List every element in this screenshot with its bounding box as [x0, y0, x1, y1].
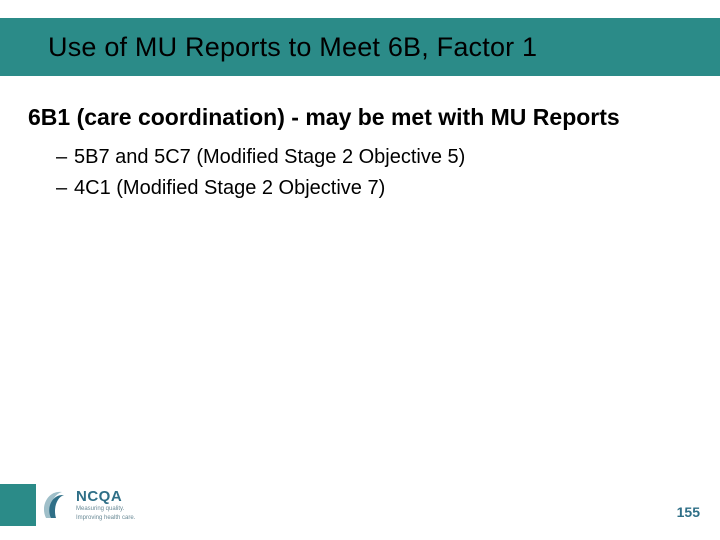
logo-tagline-2: Improving health care. — [76, 515, 135, 522]
bullet-text: 4C1 (Modified Stage 2 Objective 7) — [74, 175, 385, 202]
dash-icon: – — [56, 175, 74, 202]
bullet-text: 5B7 and 5C7 (Modified Stage 2 Objective … — [74, 144, 465, 171]
slide-title: Use of MU Reports to Meet 6B, Factor 1 — [48, 32, 537, 63]
dash-icon: – — [56, 144, 74, 171]
logo-main-text: NCQA — [76, 489, 135, 504]
bullet-list: – 5B7 and 5C7 (Modified Stage 2 Objectiv… — [56, 144, 680, 202]
logo-swoosh-icon — [42, 488, 72, 522]
footer-accent-block — [0, 484, 36, 526]
logo-text-block: NCQA Measuring quality. Improving health… — [76, 489, 135, 521]
slide: Use of MU Reports to Meet 6B, Factor 1 6… — [0, 0, 720, 540]
logo-tagline-1: Measuring quality. — [76, 506, 135, 513]
list-item: – 5B7 and 5C7 (Modified Stage 2 Objectiv… — [56, 144, 680, 171]
subheading: 6B1 (care coordination) - may be met wit… — [28, 103, 680, 132]
title-bar: Use of MU Reports to Meet 6B, Factor 1 — [0, 18, 720, 76]
body-region: 6B1 (care coordination) - may be met wit… — [28, 103, 680, 206]
page-number: 155 — [677, 504, 700, 520]
logo: NCQA Measuring quality. Improving health… — [42, 484, 135, 526]
list-item: – 4C1 (Modified Stage 2 Objective 7) — [56, 175, 680, 202]
